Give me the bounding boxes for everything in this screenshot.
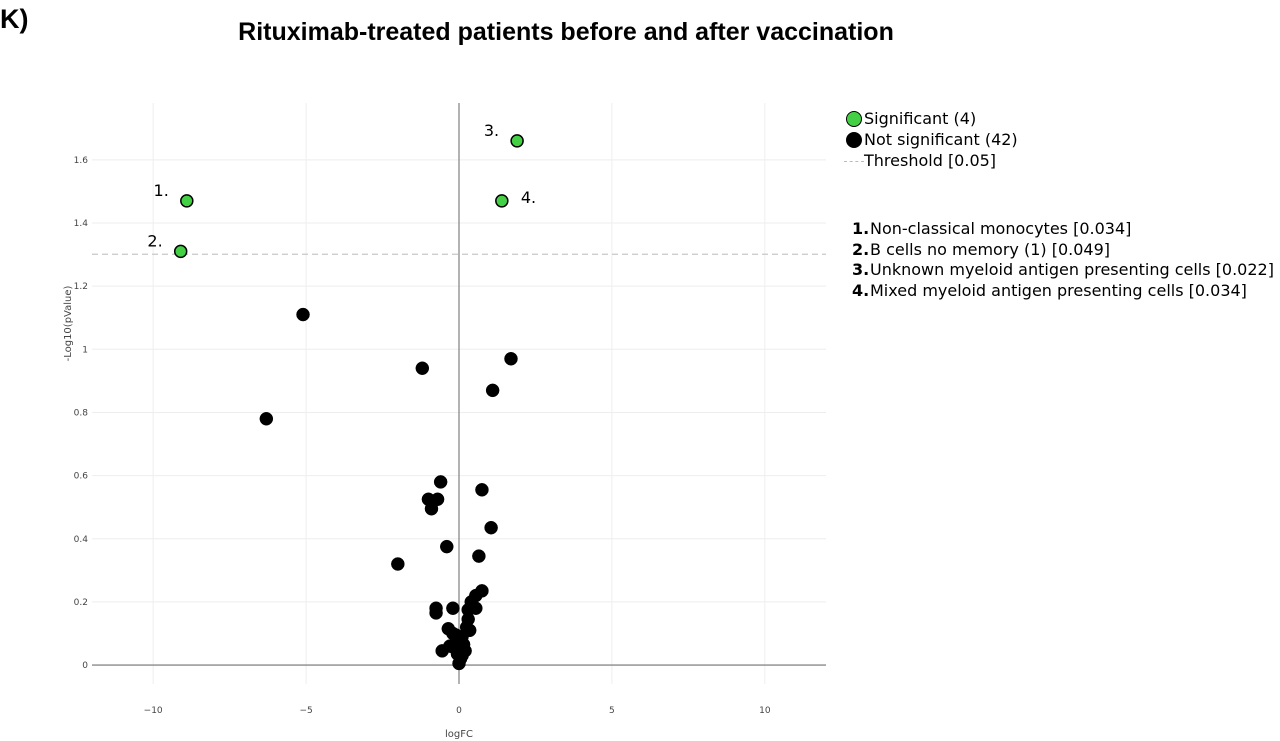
x-tick-label: 10 [759,706,771,716]
annotation-text: Non-classical monocytes [0.034] [870,219,1132,238]
legend-label: Threshold [0.05] [864,151,997,170]
legend-label: Not significant (42) [864,130,1018,149]
annotation-item: 2.B cells no memory (1) [0.049] [852,240,1274,261]
annotation-number: 2. [852,239,870,259]
x-axis-title: logFC [445,729,473,740]
volcano-plot: −10 −5 0 5 10 0 0.2 0.4 0.6 0.8 1 1.2 1.4 1.6 1. 2. 3. 4… [63,103,826,740]
x-tick-label: −5 [299,706,312,716]
data-point [440,539,454,554]
annotation-text: Unknown myeloid antigen presenting cells… [870,260,1274,280]
panel-letter: K) [0,4,29,34]
y-tick-label: 0.2 [74,598,88,608]
y-tick-label: 1.4 [74,219,89,229]
annotation-item: 1.Non-classical monocytes [0.034] [852,219,1274,240]
significant-point [495,194,509,208]
legend-item-not-significant[interactable]: Not significant (42) [842,129,1018,150]
data-point [472,549,486,563]
data-point [446,601,460,615]
data-point [296,307,310,322]
dashed-line-icon [842,152,864,170]
annotation-item: 4.Mixed myeloid antigen presenting cells… [852,281,1274,302]
annotation-text: Mixed myeloid antigen presenting cells [… [870,281,1247,301]
point-label-layer: 1. 2. 3. 4. [147,121,536,251]
y-tick-label: 1.6 [74,156,89,166]
data-point [484,520,498,535]
y-tick-label: 0 [82,661,88,671]
point-label: 3. [484,121,499,140]
legend: Significant (4) Not significant (42) Thr… [842,108,1018,171]
y-axis-title: -Log10(pValue) [63,286,74,362]
legend-item-threshold[interactable]: Threshold [0.05] [842,150,1018,171]
y-tick-label: 0.6 [74,472,89,482]
data-point [455,629,469,644]
data-point [430,492,445,507]
y-tick-label: 0.4 [74,535,89,545]
significant-point [173,244,188,259]
y-tick-label: 1 [82,345,88,355]
annotation-number: 4. [852,281,870,301]
point-layer [173,134,524,671]
annotation-list: 1.Non-classical monocytes [0.034] 2.B ce… [852,219,1274,302]
data-point [429,606,443,620]
point-label: 1. [154,181,169,200]
x-tick-label: 5 [609,706,615,716]
black-dot-icon [842,131,864,149]
data-point [391,557,405,571]
y-tick-label: 0.8 [74,408,89,418]
point-label: 2. [147,231,162,250]
data-point [433,475,448,489]
data-point [452,656,466,671]
significant-point [180,194,194,208]
data-point [424,502,439,516]
data-point [475,483,489,497]
y-tick-label: 1.2 [74,282,88,292]
point-label: 4. [521,188,536,207]
annotation-number: 1. [852,219,870,238]
annotation-number: 3. [852,260,870,280]
data-point [485,383,500,398]
significant-point [510,134,524,148]
annotation-text: B cells no memory (1) [0.049] [870,239,1111,259]
chart-title: Rituximab-treated patients before and af… [238,18,894,46]
legend-label: Significant (4) [864,109,977,128]
annotation-item: 3.Unknown myeloid antigen presenting cel… [852,260,1274,281]
green-dot-icon [842,110,864,128]
data-point [415,361,430,375]
data-point [259,412,274,426]
x-tick-label: 0 [456,706,462,716]
x-tick-label: −10 [144,706,163,716]
data-point [504,352,518,366]
legend-item-significant[interactable]: Significant (4) [842,108,1018,129]
